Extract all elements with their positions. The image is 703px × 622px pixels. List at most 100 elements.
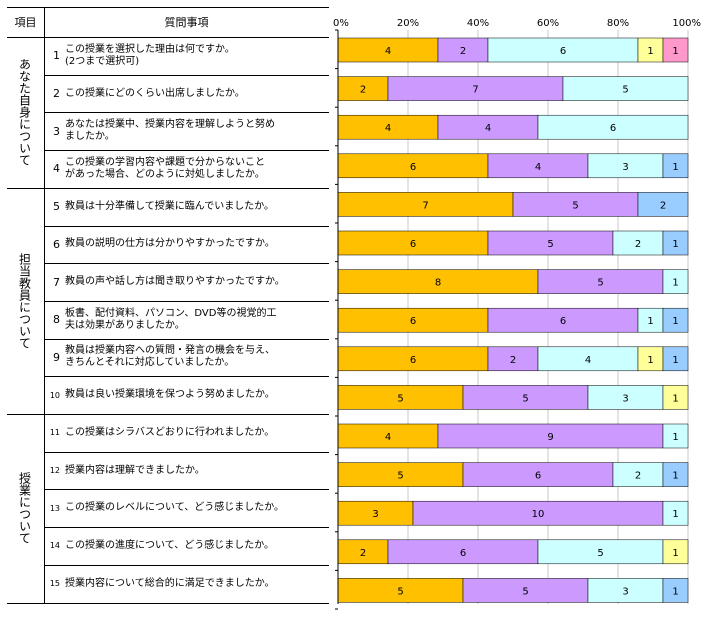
question-row: 2 この授業にどのくらい出席しましたか。 xyxy=(44,75,329,113)
question-row: 3 あなたは授業中、授業内容を理解しようと努め ましたか。 xyxy=(44,112,329,150)
row-divider xyxy=(44,564,329,566)
category-divider xyxy=(44,7,45,603)
question-number: 7 xyxy=(53,275,60,289)
bar-data-label: 5 xyxy=(397,586,403,597)
bar-data-label: 7 xyxy=(422,200,428,211)
bar-data-label: 4 xyxy=(585,355,591,366)
bar-segment xyxy=(537,539,664,565)
question-row: 9 教員は授業内容への質問・発言の機会を与え、 きちんとそれに対応していましたか。 xyxy=(44,339,329,377)
bar-segment xyxy=(637,37,664,63)
bar-segment xyxy=(462,385,589,410)
bar-data-label: 5 xyxy=(597,278,603,289)
bar-data-label: 4 xyxy=(385,46,391,57)
bar-segment xyxy=(337,385,464,410)
bar-data-label: 3 xyxy=(622,393,628,404)
question-row: 15 授業内容について総合的に満足できましたか。 xyxy=(44,565,329,603)
bar-data-label: 2 xyxy=(360,548,366,559)
bar-segment xyxy=(587,153,664,179)
bar-data-label: 6 xyxy=(410,316,416,327)
bar-segment xyxy=(662,500,689,526)
bar-data-label: 1 xyxy=(672,509,678,520)
bar-data-label: 6 xyxy=(610,123,616,134)
bar-data-label: 5 xyxy=(622,85,628,96)
bar-segment xyxy=(337,76,389,101)
bar-data-label: 1 xyxy=(672,46,678,57)
question-text: 授業内容は理解できましたか。 xyxy=(65,464,205,476)
bar-data-label: 1 xyxy=(672,432,678,443)
bar-data-label: 1 xyxy=(672,393,678,404)
question-number: 2 xyxy=(53,87,60,101)
x-tick-label: 20% xyxy=(397,18,419,29)
bar-data-label: 2 xyxy=(635,239,641,250)
question-text: この授業のレベルについて、どう感じましたか。 xyxy=(65,502,284,514)
question-text: 授業内容について総合的に満足できましたか。 xyxy=(65,577,275,589)
question-number: 13 xyxy=(49,503,60,513)
bar-data-label: 1 xyxy=(672,278,678,289)
bar-segment xyxy=(562,76,689,101)
bar-data-label: 5 xyxy=(522,586,528,597)
x-tick-label: 80% xyxy=(607,18,629,29)
bar-data-label: 5 xyxy=(547,239,553,250)
bar-data-label: 1 xyxy=(672,316,678,327)
question-number: 5 xyxy=(53,200,60,214)
bar-segment xyxy=(637,307,664,333)
bar-segment xyxy=(637,346,664,372)
bar-segment xyxy=(337,578,464,603)
question-row: 8 板書、配付資料、パソコン、DVD等の視覚的工 夫は効果がありましたか。 xyxy=(44,301,329,339)
bar-data-label: 2 xyxy=(660,200,666,211)
bar-data-label: 6 xyxy=(410,162,416,173)
bar-segment xyxy=(337,500,414,526)
bar-data-label: 4 xyxy=(385,432,391,443)
bar-segment xyxy=(337,230,489,256)
bar-segment xyxy=(662,37,689,63)
question-row: 4 この授業の学習内容や課題で分からないこと があった場合、どのように対処しました… xyxy=(44,150,329,188)
question-text: この授業はシラバスどおりに行われましたか。 xyxy=(65,426,275,438)
bar-segment xyxy=(487,346,539,372)
bar-segment xyxy=(662,269,689,294)
header-category: 項目 xyxy=(14,16,37,29)
question-text: 教員は十分準備して授業に臨んでいましたか。 xyxy=(65,200,274,212)
bar-segment xyxy=(487,230,614,256)
bar-data-label: 2 xyxy=(510,355,516,366)
bar-segment xyxy=(412,500,664,526)
question-number: 1 xyxy=(53,49,60,63)
bar-data-label: 5 xyxy=(522,393,528,404)
bar-data-label: 2 xyxy=(360,85,366,96)
x-tick-label: 40% xyxy=(467,18,489,29)
question-number: 8 xyxy=(53,313,60,327)
bar-data-label: 2 xyxy=(460,46,466,57)
bar-data-label: 9 xyxy=(547,432,553,443)
bar-data-label: 1 xyxy=(647,46,653,57)
section-label: あなた自身について xyxy=(17,58,32,167)
question-row: 6 教員の説明の仕方は分かりやすかったですか。 xyxy=(44,226,329,264)
bar-data-label: 1 xyxy=(672,586,678,597)
question-text: 教員の声や話し方は聞き取りやすかったですか。 xyxy=(65,276,285,288)
bar-segment xyxy=(387,539,539,565)
bar-data-label: 3 xyxy=(372,509,378,520)
bar-data-label: 7 xyxy=(472,85,478,96)
bar-segment xyxy=(437,37,489,63)
bar-data-label: 6 xyxy=(560,46,566,57)
question-number: 9 xyxy=(53,350,60,364)
bar-segment xyxy=(662,578,689,603)
bar-segment xyxy=(662,462,689,487)
bar-data-label: 3 xyxy=(622,586,628,597)
bar-data-label: 4 xyxy=(385,123,391,134)
question-number: 6 xyxy=(53,237,60,251)
bar-data-label: 4 xyxy=(535,162,541,173)
bar-segment xyxy=(537,269,664,294)
row-divider xyxy=(44,489,329,491)
bar-segment xyxy=(337,423,439,449)
question-text: 教員の説明の仕方は分かりやすかったですか。 xyxy=(65,238,275,250)
header-question: 質問事項 xyxy=(164,16,209,29)
bar-segment xyxy=(662,385,689,410)
bar-segment xyxy=(512,192,639,217)
bar-data-label: 5 xyxy=(397,393,403,404)
table-bottom-border xyxy=(7,602,329,604)
row-divider xyxy=(44,112,329,114)
row-divider xyxy=(44,414,329,415)
bar-data-label: 1 xyxy=(672,471,678,482)
bar-segment xyxy=(487,153,589,179)
bar-segment xyxy=(637,192,689,217)
row-divider xyxy=(44,527,329,529)
